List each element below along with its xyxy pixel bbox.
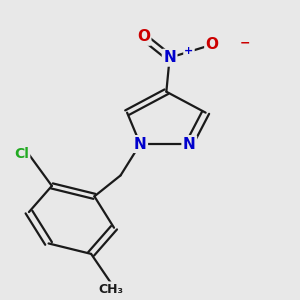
Text: +: + <box>184 46 194 56</box>
Text: O: O <box>137 29 150 44</box>
Text: CH₃: CH₃ <box>98 283 123 296</box>
Text: O: O <box>206 37 219 52</box>
Text: N: N <box>163 50 176 65</box>
Text: N: N <box>134 136 147 152</box>
Text: N: N <box>183 136 196 152</box>
Text: −: − <box>240 37 250 50</box>
Text: Cl: Cl <box>14 148 29 161</box>
